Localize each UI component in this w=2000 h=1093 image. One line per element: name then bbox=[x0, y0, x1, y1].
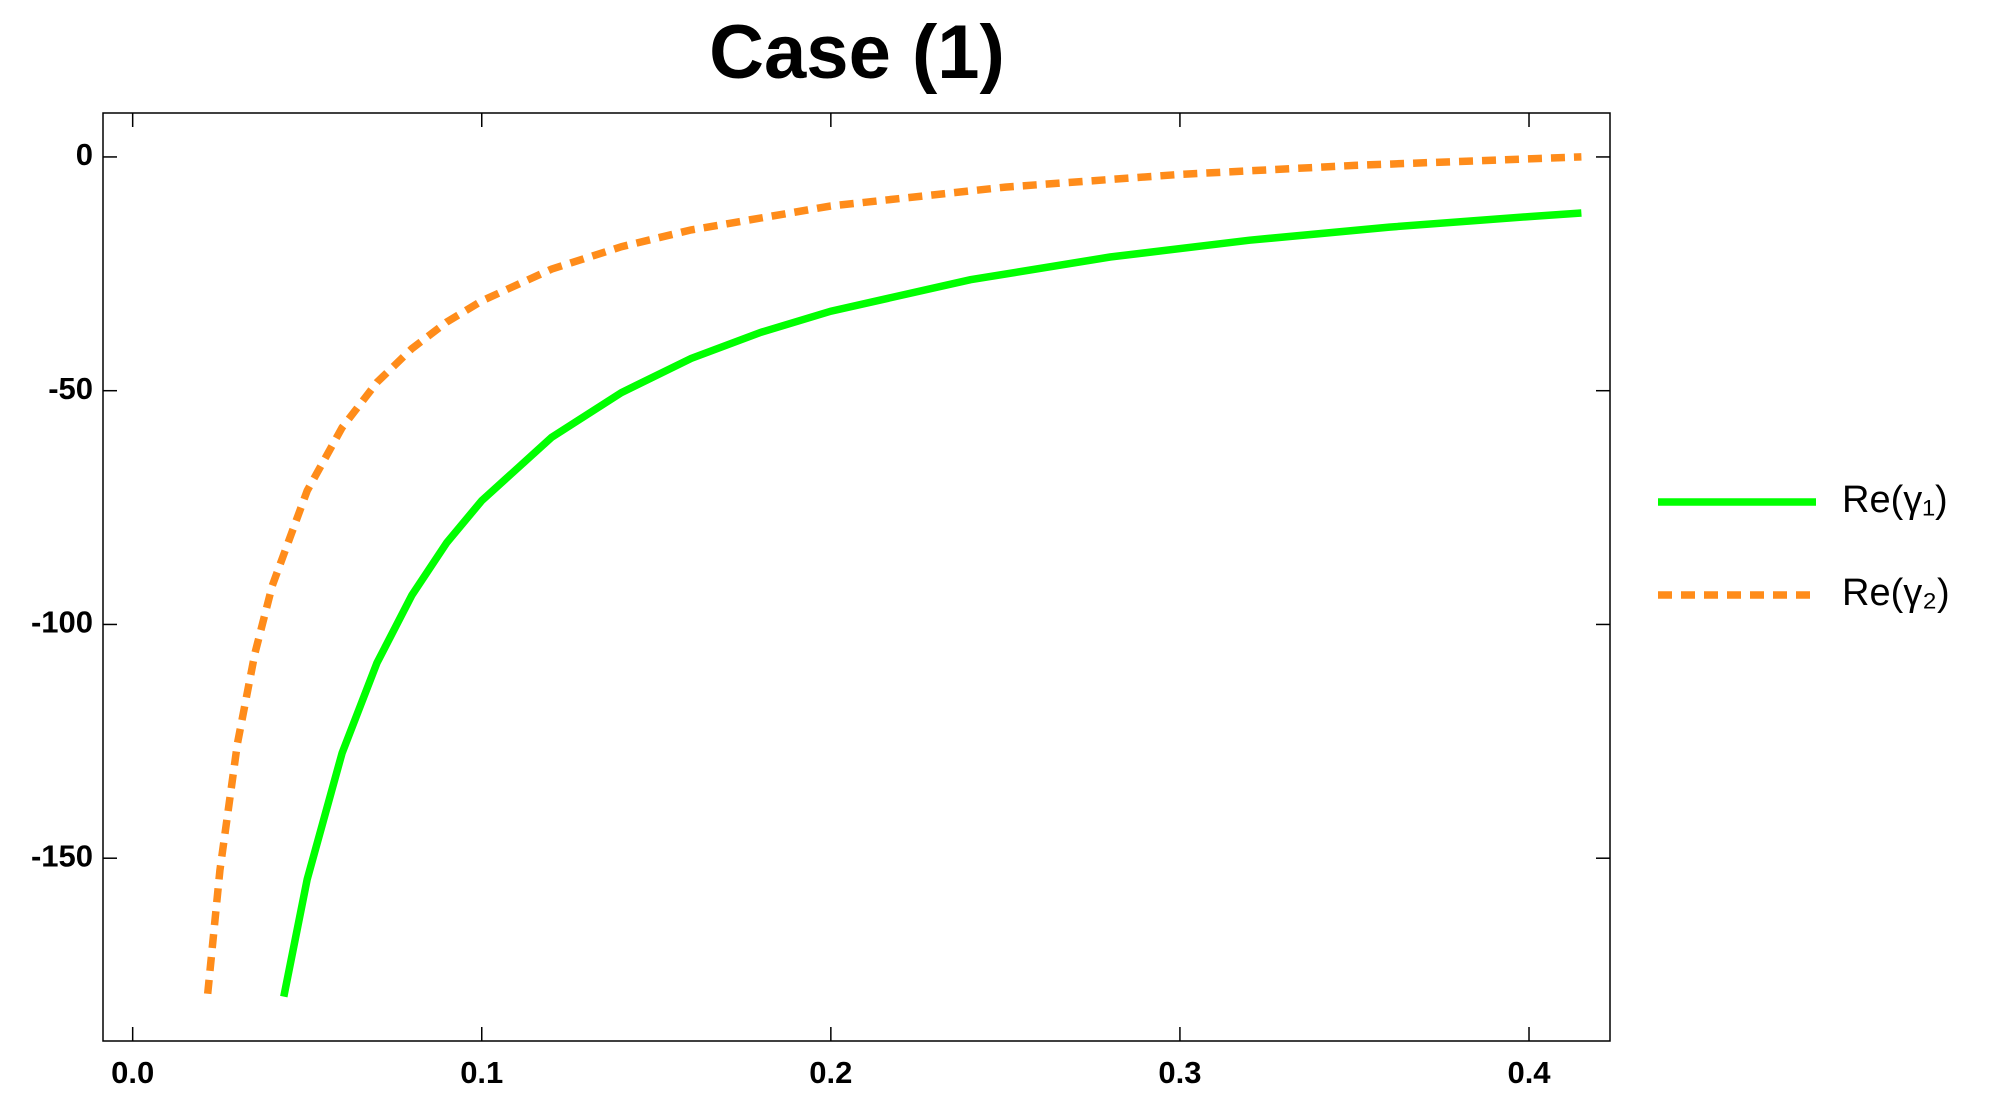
legend-label: Re(γ₂) bbox=[1842, 572, 1950, 614]
series-line bbox=[280, 209, 1582, 998]
y-tick-label: -150 bbox=[31, 838, 93, 873]
series-line bbox=[203, 153, 1582, 995]
y-tick-label: -50 bbox=[48, 371, 93, 406]
plot-frame bbox=[102, 112, 1611, 1042]
legend-label: Re(γ₁) bbox=[1842, 479, 1948, 521]
x-tick-label: 0.3 bbox=[1158, 1055, 1201, 1090]
y-tick-label: -100 bbox=[31, 605, 93, 640]
y-tick-label: 0 bbox=[76, 137, 93, 172]
chart-title: Case (1) bbox=[709, 10, 1005, 95]
x-tick-label: 0.4 bbox=[1507, 1055, 1551, 1090]
x-tick-label: 0.0 bbox=[111, 1055, 154, 1090]
x-tick-label: 0.1 bbox=[460, 1055, 503, 1090]
x-tick-label: 0.2 bbox=[809, 1055, 852, 1090]
